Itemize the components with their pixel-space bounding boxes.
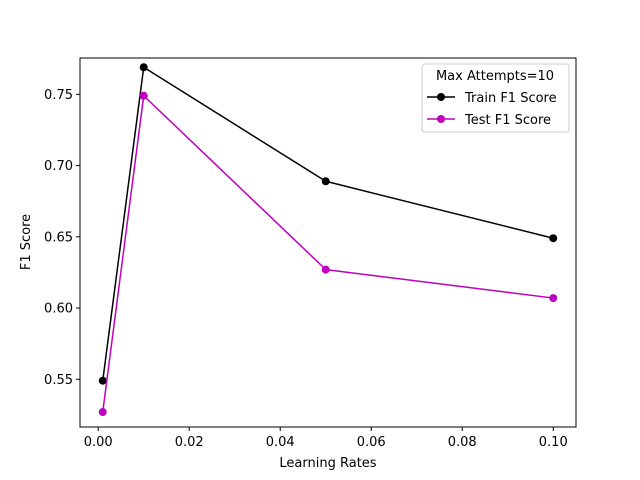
y-tick-label: 0.65 (44, 230, 73, 245)
series-line-1 (102, 95, 554, 413)
legend: Max Attempts=10 Train F1 Score Test F1 S… (421, 63, 570, 133)
y-axis-ticks: 0.55 0.60 0.65 0.70 0.75 (44, 88, 80, 388)
y-axis-label: F1 Score (19, 214, 34, 270)
x-axis-ticks: 0.00 0.02 0.04 0.06 0.08 0.10 (84, 427, 568, 450)
legend-marker-test (437, 115, 445, 123)
data-point-0-3 (549, 234, 558, 243)
y-tick-label: 0.55 (44, 373, 73, 388)
data-point-1-2 (321, 265, 330, 274)
axes-frame (79, 57, 577, 428)
legend-box (421, 63, 570, 133)
series-line-0 (102, 66, 554, 381)
data-point-1-0 (98, 408, 107, 417)
data-point-0-2 (321, 177, 330, 186)
legend-label-test: Test F1 Score (464, 113, 551, 128)
x-tick-label: 0.04 (266, 435, 295, 450)
y-tick-label: 0.70 (44, 159, 73, 174)
x-tick-label: 0.00 (84, 435, 113, 450)
series-group (98, 63, 558, 417)
y-tick-label: 0.60 (44, 302, 73, 317)
data-point-0-1 (139, 63, 148, 72)
x-tick-label: 0.02 (175, 435, 204, 450)
legend-marker-train (437, 93, 445, 101)
x-tick-label: 0.08 (448, 435, 477, 450)
data-point-1-1 (139, 91, 148, 100)
data-point-0-0 (98, 376, 107, 385)
data-point-1-3 (549, 294, 558, 303)
legend-title: Max Attempts=10 (436, 69, 554, 84)
x-tick-label: 0.06 (357, 435, 386, 450)
y-tick-label: 0.75 (44, 88, 73, 103)
legend-label-train: Train F1 Score (464, 91, 557, 106)
x-tick-label: 0.10 (539, 435, 568, 450)
x-axis-label: Learning Rates (279, 456, 376, 471)
